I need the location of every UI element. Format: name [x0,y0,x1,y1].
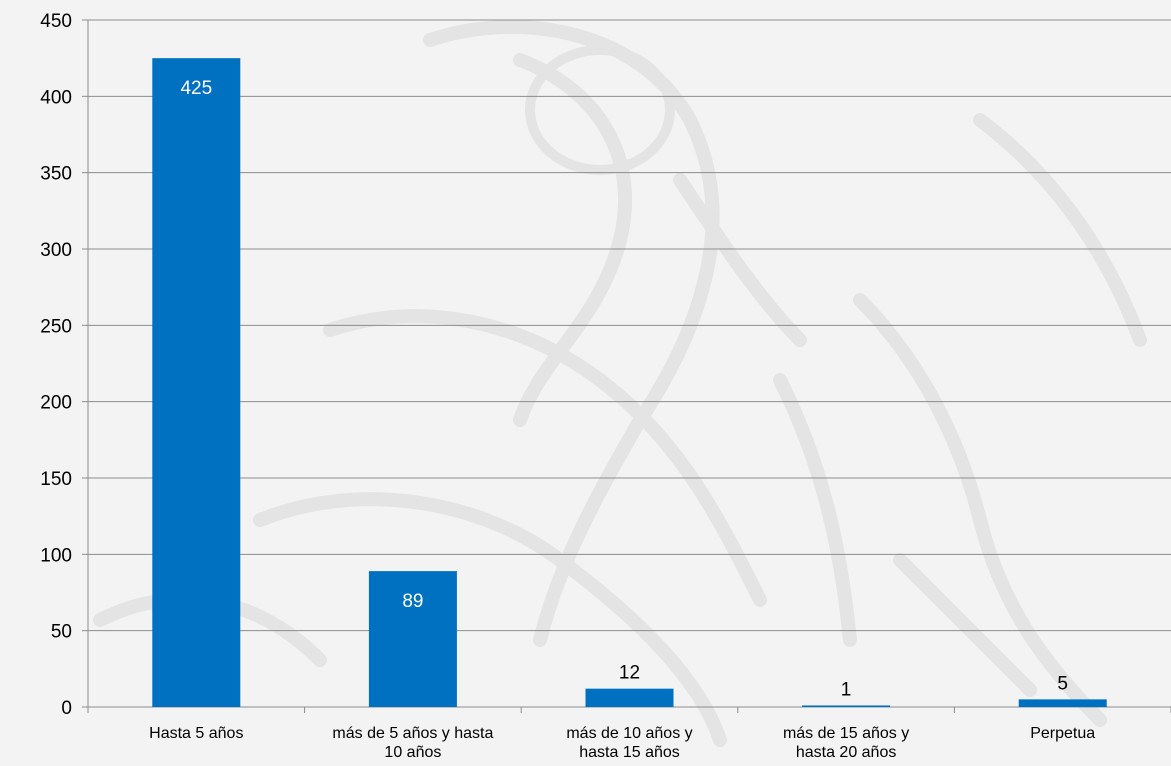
watermark-stroke [773,373,857,647]
y-tick-label: 150 [40,469,72,490]
bar [152,58,241,707]
watermark-stroke [253,492,727,747]
y-tick-label: 400 [40,87,72,108]
category-label-line: 10 años [384,744,441,761]
category-label: Perpetua [1030,725,1095,742]
y-tick-label: 350 [40,164,72,185]
category-label-line: más de 15 años y [783,725,909,742]
category-label: más de 15 años y hasta 20 años [783,725,909,761]
data-label: 89 [402,591,423,612]
bar [1018,699,1107,707]
watermark-relief [93,20,1147,747]
watermark-stroke [853,293,1107,727]
category-label-line: más de 5 años y hasta [332,725,493,742]
watermark-head [525,45,675,175]
data-label: 5 [1057,673,1068,694]
bars [152,58,1107,707]
y-tick-label: 300 [40,240,72,261]
data-labels: 425 89 12 1 5 [180,78,1068,700]
category-label-line: Hasta 5 años [149,725,243,742]
watermark-stroke [423,20,720,647]
watermark-stroke [893,553,1037,697]
y-tick-label: 100 [40,545,72,566]
y-tick-label: 0 [61,698,72,719]
category-label: Hasta 5 años [149,725,243,742]
data-label: 12 [619,663,640,684]
y-tick-label: 450 [40,11,72,32]
category-label-line: hasta 15 años [579,744,680,761]
category-label: más de 10 años y hasta 15 años [566,725,692,761]
watermark-stroke [323,309,767,607]
data-label: 425 [180,78,212,99]
bar [368,571,457,707]
gridlines [88,19,1171,632]
category-labels: Hasta 5 años más de 5 años y hasta 10 años… [149,725,1095,761]
watermark-stroke [513,53,633,427]
category-label-line: más de 10 años y [566,725,692,742]
data-label: 1 [841,679,852,700]
y-tick-label: 50 [51,622,72,643]
y-tick-labels: 0 50 100 150 200 250 300 350 400 450 [40,11,72,719]
category-label: más de 5 años y hasta 10 años [332,725,493,761]
watermark-stroke [673,173,807,347]
category-label-line: Perpetua [1030,725,1095,742]
y-tick-label: 200 [40,393,72,414]
category-label-line: hasta 20 años [796,744,897,761]
bar [802,705,891,707]
watermark-stroke [973,113,1147,347]
bar [585,688,674,707]
y-tick-label: 250 [40,316,72,337]
